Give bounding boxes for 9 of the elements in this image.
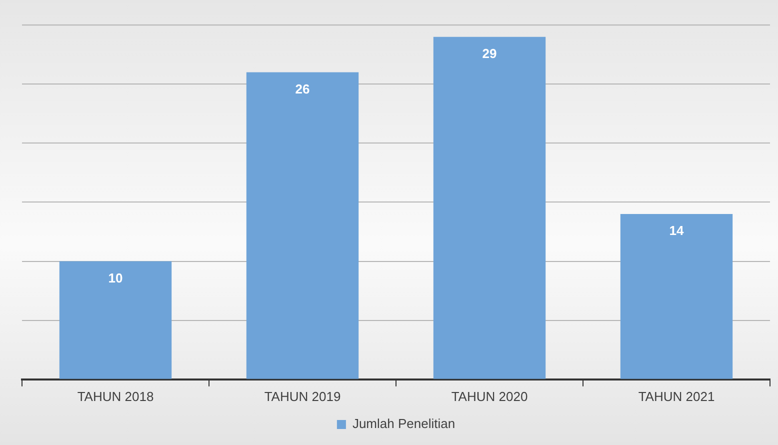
data-label: 29 (482, 46, 497, 61)
x-tick-label: TAHUN 2020 (451, 388, 528, 404)
x-tick-label: TAHUN 2021 (638, 388, 715, 404)
data-label: 26 (295, 81, 310, 96)
legend-label: Jumlah Penelitian (352, 416, 456, 432)
data-label: 14 (669, 223, 684, 238)
x-tick-label: TAHUN 2019 (264, 388, 341, 404)
data-label: 10 (108, 270, 123, 286)
x-tick-label: TAHUN 2018 (77, 388, 154, 404)
